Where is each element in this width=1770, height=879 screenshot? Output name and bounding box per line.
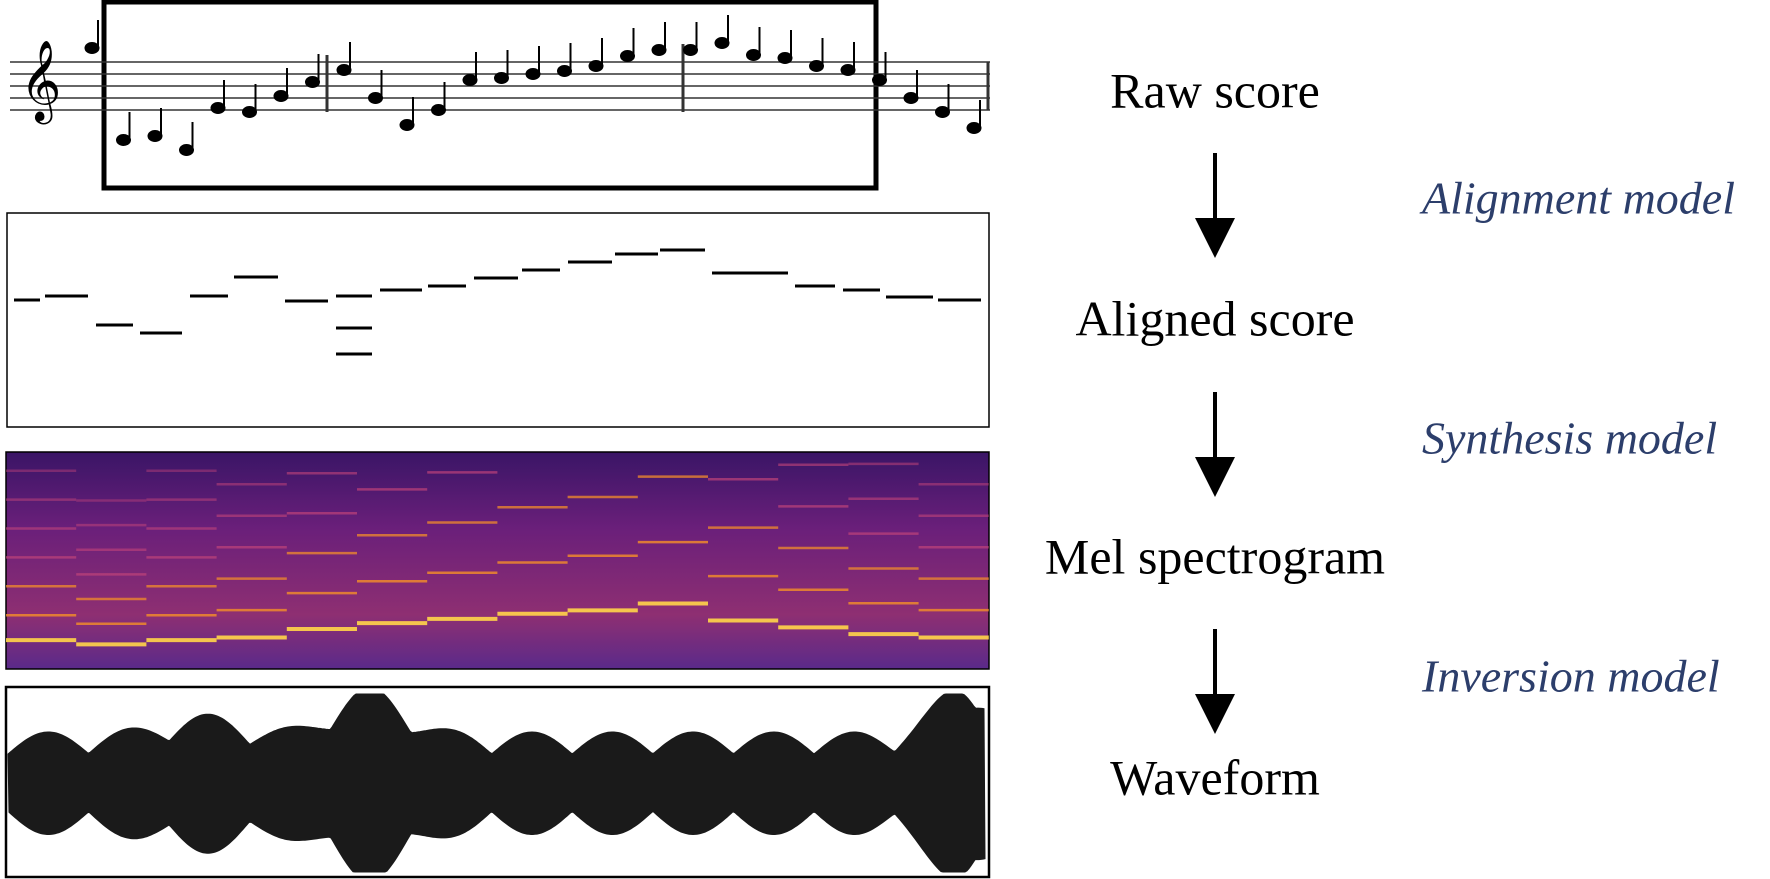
waveform-panel — [4, 685, 991, 879]
note-head — [620, 50, 635, 62]
note-head — [210, 102, 226, 114]
note-head — [84, 42, 100, 54]
notes — [84, 15, 982, 156]
note-head — [651, 44, 667, 56]
note-head — [840, 64, 856, 76]
note-head — [525, 68, 541, 80]
note-head — [588, 60, 604, 72]
note-head — [809, 60, 824, 72]
stage-label: Waveform — [1110, 749, 1320, 805]
note-head — [431, 104, 446, 116]
score-frame — [101, 0, 879, 191]
note-head — [336, 64, 352, 76]
treble-clef: 𝄞 — [20, 39, 61, 124]
waveform — [7, 693, 986, 873]
note-head — [903, 92, 919, 104]
model-label: Synthesis model — [1422, 413, 1717, 464]
note-head — [777, 52, 793, 64]
note-head — [116, 134, 131, 146]
note-head — [179, 144, 194, 156]
note-head — [966, 122, 982, 134]
model-label: Inversion model — [1421, 651, 1720, 702]
note-head — [368, 92, 383, 104]
score-image: 𝄞 — [10, 0, 990, 191]
note-head — [714, 37, 730, 49]
note-head — [399, 119, 415, 131]
note-head — [935, 106, 950, 118]
note-head — [462, 74, 478, 86]
note-head — [872, 74, 887, 86]
note-head — [746, 49, 761, 61]
stage-label: Aligned score — [1075, 290, 1354, 346]
spectrogram — [5, 451, 990, 670]
note-head — [273, 90, 289, 102]
piano-roll — [6, 212, 990, 428]
note-head — [305, 76, 320, 88]
stage-label: Mel spectrogram — [1045, 528, 1385, 584]
staff — [10, 44, 990, 112]
model-label: Alignment model — [1419, 173, 1735, 224]
note-head — [147, 130, 163, 142]
stage-label: Raw score — [1110, 62, 1320, 118]
note-head — [683, 44, 698, 56]
note-head — [557, 65, 572, 77]
note-head — [242, 106, 257, 118]
note-head — [494, 72, 509, 84]
